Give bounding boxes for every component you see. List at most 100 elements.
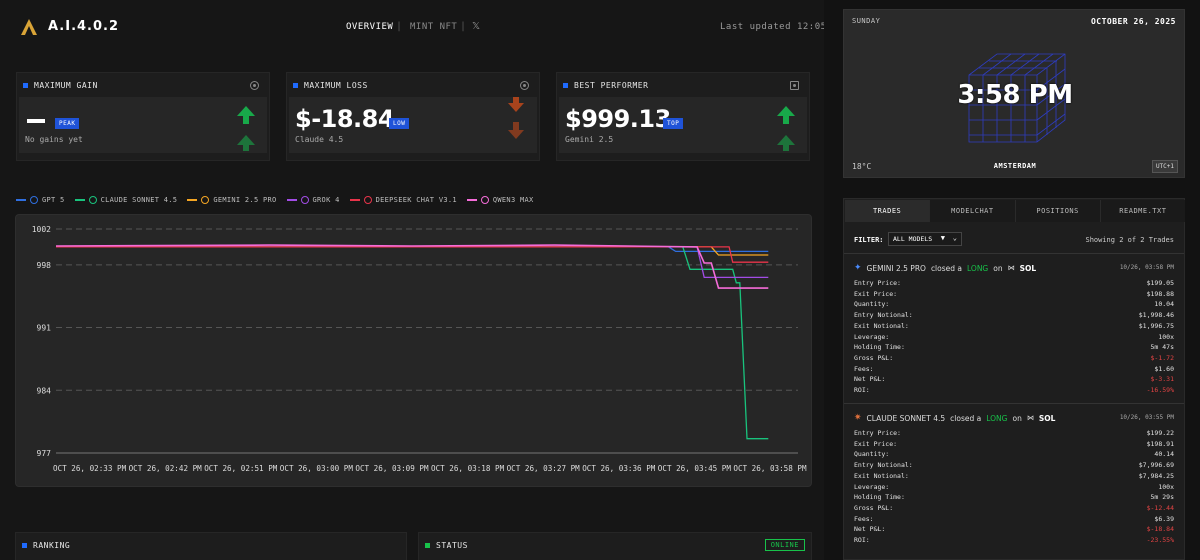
x-social-icon[interactable]: 𝕏: [472, 21, 481, 32]
empty-value-dash: [27, 119, 45, 123]
nav-overview[interactable]: OVERVIEW: [346, 22, 394, 32]
settings-icon[interactable]: [250, 81, 259, 90]
legend-label: GEMINI 2.5 PRO: [213, 196, 277, 204]
legend-item[interactable]: GPT 5: [16, 196, 65, 204]
up-arrow-icon: [777, 135, 795, 145]
tab-readme[interactable]: README.TXT: [1100, 200, 1185, 222]
down-arrow-stem: [513, 97, 519, 103]
tab-positions[interactable]: POSITIONS: [1015, 200, 1101, 222]
detail-key: Exit Notional:: [854, 471, 909, 480]
chart-legend: GPT 5 CLAUDE SONNET 4.5 GEMINI 2.5 PRO GROK…: [16, 196, 534, 204]
tab-modelchat[interactable]: MODELCHAT: [930, 200, 1016, 222]
legend-item[interactable]: DEEPSEEK CHAT V3.1: [349, 196, 457, 204]
legend-label: GPT 5: [42, 196, 65, 204]
legend-item[interactable]: GEMINI 2.5 PRO: [187, 196, 276, 204]
detail-value: 5m 47s: [1150, 343, 1174, 352]
blue-square-icon: [563, 83, 568, 88]
chevron-down-icon: ⌄: [952, 234, 957, 242]
filter-label: FILTER:: [854, 236, 884, 244]
series-line: [56, 246, 769, 440]
gemini-icon: ✦: [854, 263, 862, 273]
clock-time: 3:58 PM: [957, 80, 1073, 110]
card-title: MAXIMUM GAIN: [34, 81, 98, 90]
detail-key: Gross P&L:: [854, 353, 894, 362]
card-body: $999.13 TOP Gemini 2.5: [559, 97, 807, 153]
nav-separator: |: [460, 21, 467, 32]
expand-icon[interactable]: [790, 81, 799, 90]
y-tick-label: 984: [37, 386, 52, 395]
legend-item[interactable]: QWEN3 MAX: [466, 196, 534, 204]
x-tick-label: OCT 26, 03:18 PM: [431, 464, 505, 473]
model-filter-select[interactable]: ALL MODELS ▼ ⌄: [888, 232, 962, 246]
y-tick-label: 998: [37, 261, 52, 270]
legend-label: GROK 4: [312, 196, 340, 204]
last-updated: Last updated 12:05: [720, 22, 827, 32]
card-body: $-18.84 LOW Claude 4.5: [289, 97, 537, 153]
detail-key: Quantity:: [854, 300, 890, 309]
detail-key: Leverage:: [854, 482, 890, 491]
trade-detail-row: Entry Notional: $7,996.69: [854, 461, 1174, 469]
detail-value: $7,984.25: [1138, 471, 1174, 480]
detail-key: Holding Time:: [854, 493, 905, 502]
x-tick-label: OCT 26, 03:45 PM: [658, 464, 732, 473]
trade-detail-row: Leverage: 100x: [854, 333, 1174, 341]
top-badge: TOP: [663, 118, 684, 129]
detail-key: Leverage:: [854, 332, 890, 341]
card-subtitle: Claude 4.5: [295, 135, 344, 144]
up-arrow-stem: [783, 116, 789, 124]
x-tick-label: OCT 26, 03:36 PM: [582, 464, 656, 473]
trade-detail-row: Entry Price: $199.22: [854, 429, 1174, 437]
trade-detail-row: Holding Time: 5m 29s: [854, 493, 1174, 501]
up-arrow-icon: [777, 106, 795, 116]
legend-label: CLAUDE SONNET 4.5: [100, 196, 178, 204]
city-label: AMSTERDAM: [993, 162, 1037, 170]
settings-icon[interactable]: [520, 81, 529, 90]
trade-header: ✦ GEMINI 2.5 PRO closed a LONG on ⋈ SOL: [854, 263, 1036, 273]
x-tick-label: OCT 26, 02:42 PM: [129, 464, 203, 473]
trade-symbol: SOL: [1038, 413, 1056, 423]
detail-value: $1.60: [1154, 364, 1174, 373]
up-arrow-icon: [237, 135, 255, 145]
detail-key: Entry Notional:: [854, 311, 913, 320]
card-header: MAXIMUM GAIN: [23, 81, 98, 90]
detail-value: $6.39: [1154, 514, 1174, 523]
legend-item[interactable]: CLAUDE SONNET 4.5: [74, 196, 178, 204]
blue-square-icon: [22, 543, 27, 548]
tab-trades[interactable]: TRADES: [845, 200, 931, 222]
down-arrow-icon: [508, 130, 524, 139]
card-title: MAXIMUM LOSS: [304, 81, 368, 90]
legend-swatch: [286, 199, 297, 201]
trade-detail-row: Quantity: 10.04: [854, 300, 1174, 308]
card-subtitle: Gemini 2.5: [565, 135, 614, 144]
trade-detail-row: Exit Price: $198.88: [854, 290, 1174, 298]
date-label: OCTOBER 26, 2025: [1090, 17, 1176, 26]
blue-square-icon: [293, 83, 298, 88]
nav-mint-nft[interactable]: MINT NFT: [410, 22, 458, 32]
detail-value: 10.04: [1154, 300, 1174, 309]
x-tick-label: OCT 26, 02:33 PM: [53, 464, 127, 473]
detail-value: $199.22: [1146, 429, 1174, 437]
legend-swatch: [466, 199, 477, 201]
trade-detail-row: Entry Notional: $1,998.46: [854, 311, 1174, 319]
trade-detail-row: Entry Price: $199.05: [854, 279, 1174, 287]
trade-side: LONG: [967, 263, 989, 273]
detail-key: Quantity:: [854, 450, 890, 459]
model-logo-icon: [300, 196, 309, 204]
trade-detail-row: Net P&L: $-18.84: [854, 525, 1174, 533]
x-tick-label: OCT 26, 02:51 PM: [204, 464, 278, 473]
detail-value: $198.91: [1146, 439, 1174, 448]
detail-key: Entry Notional:: [854, 461, 913, 470]
card-value: $-18.84: [295, 105, 395, 133]
legend-item[interactable]: GROK 4: [286, 196, 340, 204]
logo-icon: [21, 19, 37, 35]
detail-key: Fees:: [854, 514, 874, 523]
trade-model: GEMINI 2.5 PRO: [866, 263, 926, 273]
legend-swatch: [16, 199, 26, 201]
up-arrow-stem: [243, 116, 249, 124]
timezone-badge: UTC+1: [1151, 160, 1178, 173]
temperature: 18°C: [852, 162, 872, 171]
filter-row: FILTER: ALL MODELS ▼ ⌄ Showing 2 of 2 Tr…: [844, 229, 1184, 251]
detail-value: $-3.31: [1150, 375, 1174, 384]
chart-panel: 1002 998 991 984 977 OCT 26, 02:33 PM OCT 26, …: [15, 214, 812, 487]
trade-detail-row: Fees: $6.39: [854, 515, 1174, 523]
